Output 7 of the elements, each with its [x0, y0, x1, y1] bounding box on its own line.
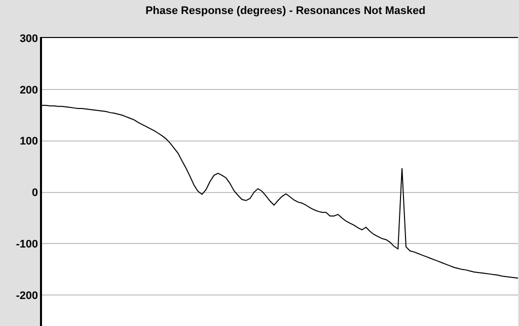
y-tick-label: 300 — [20, 32, 38, 45]
chart-title: Phase Response (degrees) - Resonances Not Masked — [145, 5, 426, 18]
y-tick-label: -100 — [16, 238, 38, 251]
y-tick-label: 0 — [32, 187, 38, 200]
y-tick-label: 200 — [20, 84, 38, 96]
y-tick-label: 100 — [20, 136, 38, 148]
y-tick-label: -200 — [16, 290, 38, 302]
